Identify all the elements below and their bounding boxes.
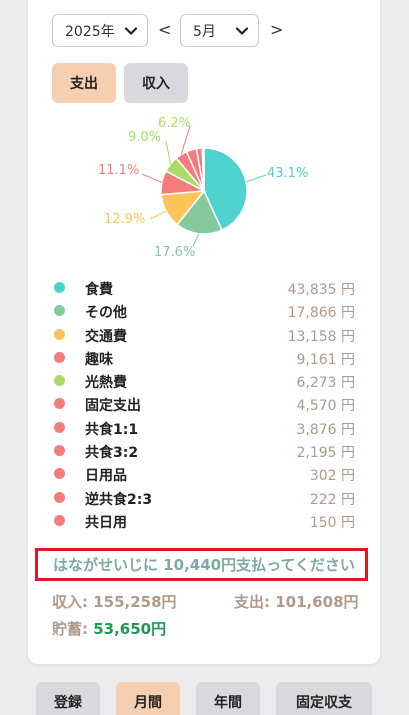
legend-row: 食費 43,835 円: [50, 276, 360, 299]
tab-monthly[interactable]: 月間: [116, 682, 180, 715]
legend-name: 趣味: [85, 351, 113, 368]
pie-leader-line: [165, 140, 171, 165]
legend-name: 食費: [85, 282, 113, 298]
legend-name: 共食3:2: [85, 445, 139, 462]
summary-card: [28, 0, 380, 664]
pie-label-utilities: 9.0%: [128, 130, 162, 145]
expense-summary-label: 支出:: [234, 593, 270, 611]
legend-dot: [54, 351, 65, 363]
legend-name: 固定支出: [85, 398, 141, 415]
legend-amount: 17,866 円: [287, 305, 355, 322]
settlement-notice: はながせいじに 10,440円支払ってください: [35, 548, 368, 581]
pie-slice: [176, 189, 223, 235]
legend-row: 共食3:2 2,195 円: [50, 439, 360, 462]
chevron-down-icon: [235, 27, 249, 35]
legend-dot: [54, 491, 65, 503]
expense-summary: 支出: 101,608円: [234, 591, 359, 612]
tab-fixed[interactable]: 固定収支: [276, 682, 372, 715]
legend-row: 逆共食2:3 222 円: [50, 486, 360, 509]
legend-dot: [54, 328, 65, 340]
income-summary-label: 収入:: [52, 593, 88, 611]
legend-name: 共日用: [85, 514, 127, 531]
pie-leader-line: [192, 233, 200, 247]
legend-dot: [54, 282, 65, 293]
tab-register[interactable]: 登録: [36, 682, 100, 715]
legend-amount: 9,161 円: [296, 351, 355, 368]
settlement-notice-text: はながせいじに 10,440円支払ってください: [53, 556, 355, 574]
savings-summary: 貯蓄: 53,650円: [52, 618, 166, 639]
tab-yearly[interactable]: 年間: [196, 682, 260, 715]
savings-summary-value: 53,650円: [93, 620, 167, 638]
savings-summary-label: 貯蓄:: [52, 620, 88, 638]
legend-name: 交通費: [85, 328, 127, 345]
legend-row: 固定支出 4,570 円: [50, 392, 360, 415]
legend-dot: [54, 445, 65, 457]
month-select-value: 5月: [193, 23, 216, 40]
legend-row: 日用品 302 円: [50, 462, 360, 485]
pie-label-food: 43.1%: [267, 166, 309, 181]
pie-label-hobby: 11.1%: [98, 163, 140, 178]
income-toggle-button[interactable]: 収入: [124, 63, 188, 103]
year-select[interactable]: 2025年: [52, 14, 148, 47]
legend-row: 光熱費 6,273 円: [50, 369, 360, 392]
expense-toggle-button[interactable]: 支出: [52, 63, 116, 103]
legend-amount: 43,835 円: [287, 282, 355, 298]
legend-amount: 2,195 円: [296, 445, 355, 462]
pie-label-small: 6.2%: [158, 116, 192, 131]
pie-leader-line: [245, 174, 267, 183]
legend-amount: 222 円: [309, 491, 355, 508]
legend-amount: 150 円: [309, 514, 355, 531]
legend-name: 光熱費: [85, 375, 127, 392]
legend-amount: 6,273 円: [296, 375, 355, 392]
prev-month-button[interactable]: <: [158, 20, 172, 39]
legend-amount: 4,570 円: [296, 398, 355, 415]
legend-dot: [54, 468, 65, 480]
legend-name: その他: [85, 305, 127, 322]
legend-amount: 13,158 円: [287, 328, 355, 345]
legend-name: 共食1:1: [85, 421, 139, 438]
legend-row: 趣味 9,161 円: [50, 346, 360, 369]
pie-leader-line: [180, 125, 191, 155]
pie-label-other: 17.6%: [154, 245, 196, 260]
income-summary-value: 155,258円: [93, 593, 177, 611]
legend-dot: [54, 305, 65, 317]
legend-row: 共日用 150 円: [50, 509, 360, 532]
legend-dot: [54, 421, 65, 433]
chevron-down-icon: [124, 27, 138, 35]
expense-pie-chart: [141, 125, 267, 247]
pie-leader-line: [141, 173, 163, 183]
legend-amount: 302 円: [309, 468, 355, 485]
legend-row: 交通費 13,158 円: [50, 323, 360, 346]
legend-name: 日用品: [85, 468, 127, 485]
legend-dot: [54, 514, 65, 526]
legend-dot: [54, 375, 65, 387]
next-month-button[interactable]: >: [270, 20, 284, 39]
pie-leader-line: [149, 210, 167, 220]
legend-amount: 3,876 円: [296, 421, 355, 438]
legend-name: 逆共食2:3: [85, 491, 153, 508]
category-legend: 食費 43,835 円 その他 17,866 円 交通費 13,158 円 趣味 9,1…: [50, 276, 360, 532]
pie-label-transport: 12.9%: [104, 212, 146, 227]
year-select-value: 2025年: [65, 23, 115, 40]
income-summary: 収入: 155,258円: [52, 591, 177, 612]
month-select[interactable]: 5月: [180, 14, 259, 47]
legend-row: 共食1:1 3,876 円: [50, 416, 360, 439]
expense-summary-value: 101,608円: [275, 593, 359, 611]
legend-dot: [54, 398, 65, 410]
legend-row: その他 17,866 円: [50, 299, 360, 322]
